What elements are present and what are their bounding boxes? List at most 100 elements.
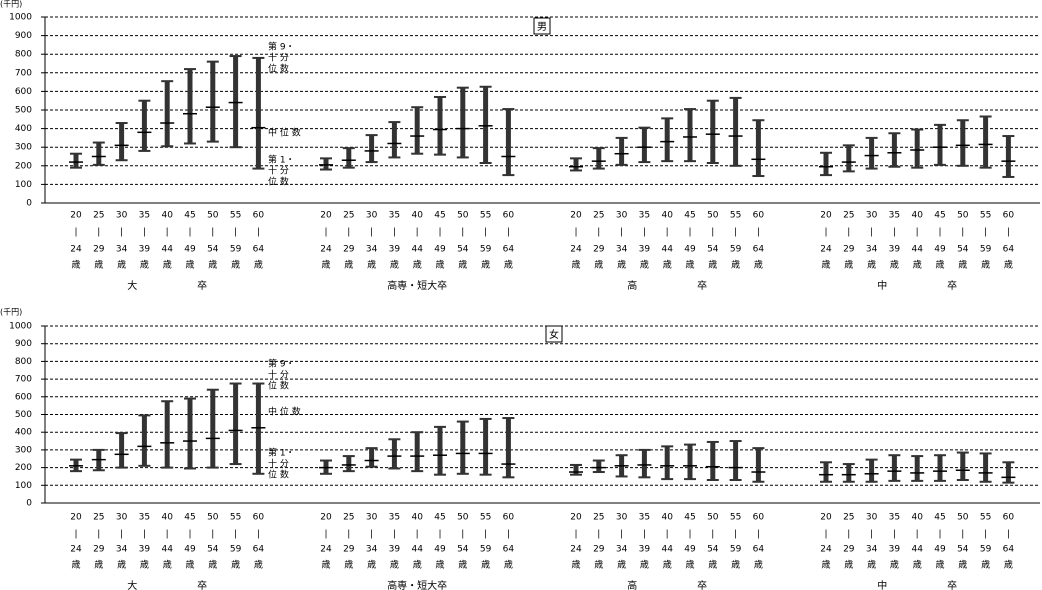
x-tick-label: 30 [116,211,128,221]
x-tick-label: 35 [889,211,900,221]
x-tick-label: 25 [593,513,604,523]
range-bar [1005,136,1011,177]
x-tick-label: 歳 [254,559,263,571]
range-bar [755,448,761,482]
x-tick-label: 54 [957,545,969,555]
x-tick-label: 30 [116,513,128,523]
range-bar [119,433,125,468]
y-tick-label: 1000 [9,13,32,23]
x-tick-label: 25 [343,513,354,523]
x-tick-label: | [461,228,464,238]
x-tick-label: 29 [93,545,105,555]
annotation: 第 9・ [268,358,295,370]
x-tick-label: 40 [161,513,173,523]
x-tick-label: 歳 [708,559,717,571]
x-tick-label: | [757,530,760,540]
x-tick-label: | [984,530,987,540]
x-tick-label: 歳 [117,559,126,571]
x-tick-label: 44 [911,245,923,255]
range-bar [733,441,739,480]
x-tick-label: 歳 [1004,259,1013,271]
x-tick-label: 24 [70,245,82,255]
y-tick-label: 900 [15,339,32,349]
range-bar [119,123,125,161]
x-tick-label: | [666,530,669,540]
x-tick-label: 30 [866,513,878,523]
x-tick-label: 34 [616,245,628,255]
range-bar [255,383,261,474]
x-tick-label: 55 [480,211,491,221]
x-tick-label: 歳 [935,559,944,571]
annotation: 十 分 [268,458,289,470]
range-bar [619,137,625,165]
x-tick-label: | [484,530,487,540]
range-bar [141,100,147,151]
x-tick-label: | [234,228,237,238]
annotation: 第 1・ [268,447,295,459]
x-tick-label: | [1007,530,1010,540]
x-tick-label: 34 [616,545,628,555]
x-tick-label: | [416,228,419,238]
x-tick-label: 歳 [94,259,103,271]
x-tick-label: 歳 [208,259,217,271]
range-bar [823,462,829,482]
x-tick-label: 20 [570,211,582,221]
x-tick-label: 64 [253,545,265,555]
range-bar [687,109,693,162]
y-tick-label: 900 [15,31,32,41]
x-tick-label: 29 [93,245,105,255]
x-tick-label: | [734,530,737,540]
x-tick-label: 54 [457,545,469,555]
x-tick-label: 64 [503,545,515,555]
x-tick-label: 歳 [981,259,990,271]
x-tick-label: 歳 [913,259,922,271]
x-tick-label: 歳 [958,259,967,271]
x-tick-label: 60 [1003,513,1015,523]
x-tick-label: 30 [366,513,378,523]
x-tick-label: 49 [184,245,196,255]
range-bar [710,441,716,480]
x-tick-label: 歳 [844,559,853,571]
range-bar [233,56,239,148]
x-tick-label: 25 [93,211,104,221]
x-tick-label: 25 [343,211,354,221]
x-tick-label: 50 [707,211,719,221]
x-tick-label: 歳 [344,259,353,271]
y-tick-label: 400 [15,428,32,438]
x-tick-label: 60 [253,211,265,221]
x-tick-label: 歳 [685,559,694,571]
annotation: 中 位 数 [268,127,301,139]
range-bar [983,453,989,482]
x-tick-label: 歳 [754,559,763,571]
x-tick-label: 35 [639,513,650,523]
annotation: 位 数 [268,63,289,75]
x-tick-label: 60 [753,211,765,221]
x-tick-label: 59 [480,545,492,555]
x-tick-label: 55 [480,513,491,523]
x-tick-label: 34 [866,545,878,555]
x-tick-label: 34 [366,245,378,255]
range-bar [755,120,761,177]
x-tick-label: 34 [866,245,878,255]
x-tick-label: | [961,530,964,540]
x-tick-label: 25 [843,513,854,523]
x-tick-label: 55 [980,513,991,523]
x-tick-label: 49 [934,245,946,255]
x-tick-label: 歳 [231,559,240,571]
x-tick-label: | [211,530,214,540]
group-label: 大 卒 [127,279,207,292]
x-tick-label: | [257,228,260,238]
title-box [533,17,551,35]
x-tick-label: 39 [139,545,151,555]
x-tick-label: 54 [207,245,219,255]
range-bar [983,116,989,168]
x-tick-label: | [688,228,691,238]
x-tick-label: 20 [570,513,582,523]
x-tick-label: 45 [934,513,945,523]
x-tick-label: 39 [639,245,651,255]
y-tick-label: 400 [15,124,32,134]
x-tick-label: 44 [911,545,923,555]
x-tick-label: 64 [253,245,265,255]
x-tick-label: 25 [843,211,854,221]
